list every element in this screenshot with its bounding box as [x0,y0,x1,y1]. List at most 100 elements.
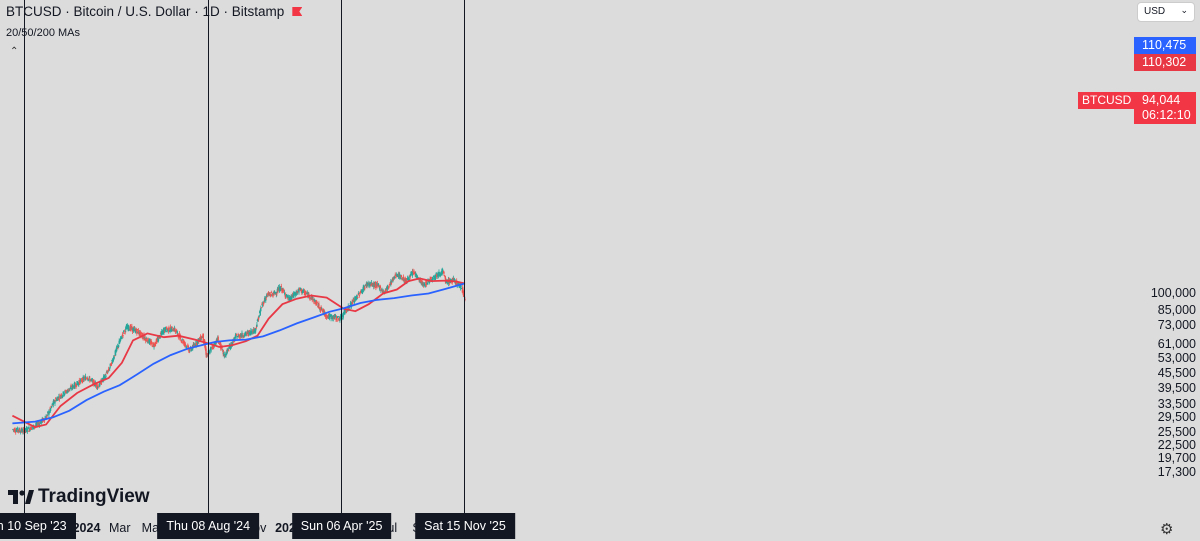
candle-body [126,326,128,330]
price-tick-label: 22,500 [1157,437,1196,452]
candle-body [412,272,415,275]
chevron-up-icon[interactable]: ⌃ [10,46,19,57]
candle-body [168,330,171,332]
indicator-legend[interactable]: 20/50/200 MAs [6,27,80,39]
candle-body [460,288,463,290]
candle-body [18,429,21,431]
bar-countdown: 06:12:10 [1134,107,1196,124]
candle-body [177,333,179,336]
candle-body [149,340,151,342]
currency-select[interactable]: USD ⌄ [1137,2,1195,22]
candle-body [184,342,186,346]
candle-body [267,293,269,295]
candle-body [222,349,224,355]
candle-body [268,294,270,296]
candle-body [280,287,282,291]
marker-line[interactable] [341,0,343,513]
candle-body [275,294,278,295]
candle-body [72,385,74,388]
candle-body [283,292,286,294]
candle-body [114,355,116,357]
candle-body [359,292,361,295]
candle-body [260,307,263,309]
candle-body [358,293,360,295]
candle-body [364,287,366,289]
candle-body [412,271,414,272]
tradingview-logo-icon [8,488,34,510]
candle-body [42,418,45,420]
candle-body [152,342,154,347]
marker-line[interactable] [464,0,466,513]
candle-body [443,275,446,277]
price-tick-label: 73,000 [1157,318,1196,333]
marker-line[interactable] [207,0,209,513]
candle-body [112,360,114,362]
candle-body [70,385,72,387]
candle-body [109,367,111,369]
candle-body [221,349,224,351]
chart-area[interactable] [0,0,1132,541]
candle-body [193,344,195,346]
candle-body [313,299,315,303]
candle-body [159,336,161,339]
candle-body [394,274,396,277]
candle-body [115,347,118,352]
settings-icon[interactable]: ⚙ [1160,521,1174,538]
candle-body [135,328,138,332]
candle-body [443,271,445,274]
candle-body [329,314,331,316]
candle-body [197,340,199,345]
candle-body [347,305,349,311]
candle-body [29,428,31,431]
candle-body [304,292,307,295]
candle-body [260,307,262,312]
candle-body [341,318,343,320]
candle-body [116,347,118,349]
candle-body [444,276,446,278]
candle-body [355,296,357,301]
candle-body [270,294,272,296]
price-tick-label: 33,500 [1157,397,1196,412]
candle-body [110,362,113,366]
candle-body [334,315,337,317]
candle-body [31,427,33,429]
marker-line[interactable] [23,0,25,513]
candle-body [275,292,277,294]
candle-body [297,291,299,292]
candle-body [337,316,339,318]
candle-body [27,430,30,432]
price-tick-label: 39,500 [1157,380,1196,395]
candle-body [171,327,173,332]
candle-body [395,274,398,275]
candle-body [253,328,255,332]
candle-body [282,288,284,290]
candle-body [301,289,303,293]
candle-body [434,277,437,279]
candle-body [22,429,24,432]
candle-body [156,339,158,343]
candle-body [51,404,53,406]
price-axis[interactable] [1132,0,1200,541]
flag-icon[interactable] [292,7,303,16]
candle-body [342,313,344,318]
candle-body [332,315,334,319]
candle-body [136,331,138,334]
candle-body [335,319,337,321]
candle-body [258,315,260,318]
price-plot[interactable] [0,0,1132,541]
candle-body [102,375,105,380]
tradingview-logo[interactable]: TradingView [8,486,150,510]
candle-body [379,286,381,290]
candle-body [236,337,238,339]
candle-body [242,335,244,337]
candle-body [410,273,412,276]
candle-body [404,277,406,283]
candle-body [187,345,190,349]
candle-body [217,336,219,341]
candle-body [266,293,268,297]
candle-body [106,371,108,373]
candle-body [121,336,123,339]
candle-body [125,327,127,330]
candle-body [287,298,289,300]
candle-body [431,277,433,279]
